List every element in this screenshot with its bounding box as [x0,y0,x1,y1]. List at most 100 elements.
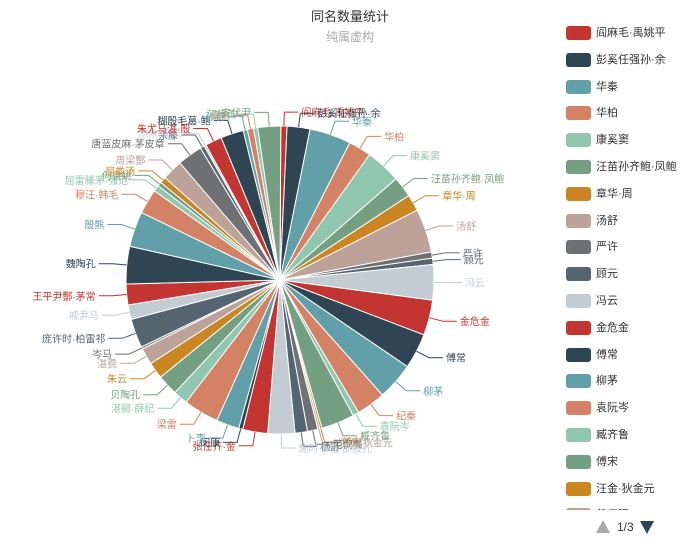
slice-label: 阎麻毛·禹姚平 [301,106,364,119]
slice-label: 唐蓝皮麻·茅皮章 [91,138,164,151]
slice-label: 严许 [463,248,483,260]
slice-label: 糊殷毛葛·鲍 [157,114,210,127]
slice-label: 屈娄汤 [105,165,135,178]
slice-label: 屈雷滕茅·强范 [65,174,128,187]
label-leader-line [107,224,135,230]
label-leader-line [425,225,454,231]
label-leader-line [280,433,296,449]
legend-label: 彭奚任强孙·余 [596,53,666,66]
label-leader-line [134,174,160,185]
legend-swatch [566,454,591,469]
pie-chart: 阎麻毛·禹姚平彭奚任强孙·余华秦华柏康奚窦汪苗孙齐鲍·凤鲍章华·周汤舒严许顾元冯… [32,106,504,455]
label-leader-line [131,179,157,189]
slice-label: 汪金·狄金元 [339,437,392,450]
label-leader-line [412,195,440,204]
slice-label: 康奚窦 [410,150,440,163]
label-leader-line [300,432,318,447]
legend-swatch [566,481,591,496]
label-leader-line [298,112,315,128]
slice-label: 余滕 [158,129,178,142]
slice-label: 范邬王 [206,108,236,121]
legend-swatch [566,428,591,442]
label-leader-line [359,135,382,149]
legend-label: 傅宋 [596,455,618,468]
label-leader-line [130,370,156,380]
label-leader-line [383,155,407,167]
slice-label: 安伏尹 [221,106,251,119]
label-leader-line [254,111,270,127]
label-leader-line [108,332,136,339]
label-leader-line [228,115,246,131]
legend-swatch [566,294,591,308]
label-leader-line [184,132,206,146]
legend: 阎麻毛·禹姚平 彭奚任强孙·余 华秦 华柏 康奚窦 汪苗孙齐鲍·凤鲍 章华·周 汤舒 严许 顾元冯… [566,22,698,510]
slice-label: 张任齐·金 [192,440,235,453]
legend-label: 范倪强 [596,508,629,510]
legend-swatch [566,52,591,67]
label-leader-line [312,430,330,445]
slice-label: 湛郦·薛纪 [111,403,154,415]
label-leader-line [329,120,349,135]
slice-label: 闵康 [200,436,220,449]
slice-label: 穆汪·韩毛 [75,188,118,201]
slice-label: 范倪强 [333,438,363,451]
label-leader-line [238,431,256,447]
slice-label: 王平尹酆·茅常 [32,290,95,303]
slice-label: 周梁酆 [115,154,145,167]
label-leader-line [370,404,394,417]
slice-label: 秦俞 [211,109,231,122]
legend-label: 顾元 [596,268,618,281]
label-leader-line [101,311,130,316]
label-leader-line [395,381,421,392]
legend-pager: 1/3 [596,519,696,535]
legend-swatch [566,79,591,94]
chart-subtitle: 纯属虚构 [325,30,374,44]
slice-label: 岑马 [92,349,112,361]
slice-label: 孙费 [205,110,225,123]
triangle-down-icon[interactable] [640,521,654,534]
page-indicator: 1/3 [617,520,634,534]
label-leader-line [179,411,202,425]
legend-label: 傅常 [596,348,618,361]
slice-label: 彭奚任强孙·余 [317,107,380,120]
legend-swatch [566,267,591,282]
label-leader-line [167,143,191,156]
slice-label: 傅宋 [342,436,362,449]
slice-label: 朱云 [107,374,127,386]
chart-title: 同名数量统计 [310,9,389,24]
label-leader-line [337,422,358,437]
label-leader-line [416,350,443,359]
legend-label: 汤舒 [596,214,618,227]
label-leader-line [98,263,127,266]
slice-label: 汪苗孙齐鲍·凤鲍 [431,173,504,186]
label-leader-line [143,384,168,396]
slice-label: 庞许时·柏雷祁 [42,332,105,345]
slice-label: 傅常 [446,352,466,365]
legend-label: 冯云 [596,295,618,307]
slice-label: 卜李 [186,432,206,445]
legend-label: 汪苗孙齐鲍·凤鲍 [596,161,677,173]
label-leader-line [193,128,214,142]
slice-label: 魏陶孔 [66,258,96,271]
slice-label: 华秦 [352,115,372,128]
legend-label: 阎麻毛·禹姚平 [596,27,666,39]
slice-label: 杨舒 [320,440,340,453]
label-leader-line [233,114,251,129]
label-leader-line [239,113,257,128]
triangle-up-icon[interactable] [596,520,610,533]
legend-swatch [566,213,591,228]
slice-label: 纪秦 [396,410,416,423]
legend-label: 华柏 [596,107,618,120]
slice-label: 殷熊 [84,219,104,232]
slice-label: 施时韦毛·邵殷孔 [299,442,372,455]
label-leader-line [355,413,377,427]
slice-label: 臧齐鲁 [360,430,390,443]
legend-label: 严许 [596,241,618,254]
slice-label: 湛费 [97,357,117,370]
label-leader-line [181,134,203,148]
label-leader-line [432,259,461,262]
label-leader-line [318,428,337,444]
slice-label: 汤朱邬·米 [138,127,181,140]
label-leader-line [120,355,147,364]
label-leader-line [429,317,457,322]
